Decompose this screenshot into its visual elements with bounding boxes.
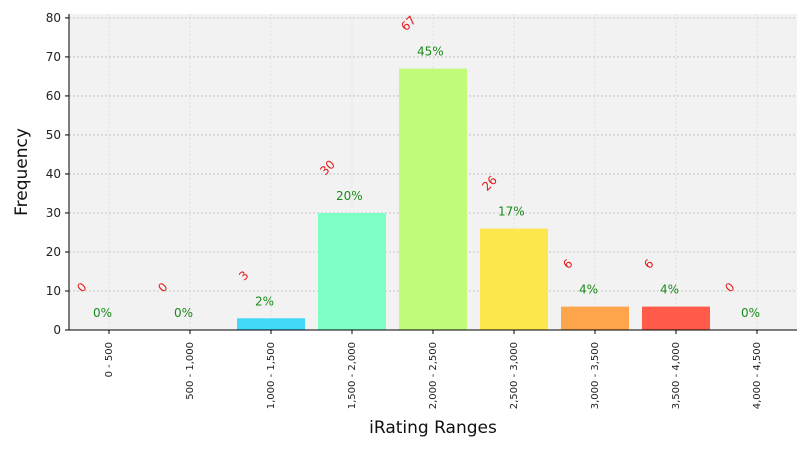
y-axis-title: Frequency — [12, 128, 32, 216]
x-tick-label: 2,500 - 3,000 — [509, 342, 520, 409]
percent-label: 4% — [579, 283, 598, 297]
percent-label: 2% — [255, 294, 274, 308]
bar — [642, 306, 710, 330]
y-tick-label: 80 — [46, 11, 61, 25]
y-tick-label: 40 — [46, 167, 61, 181]
x-tick-label: 3,500 - 4,000 — [671, 342, 682, 409]
percent-label: 0% — [741, 306, 760, 320]
y-ticks: 0 10 20 30 40 50 60 70 80 — [46, 11, 69, 337]
y-tick-label: 50 — [46, 128, 61, 142]
bar — [561, 306, 629, 330]
percent-label: 4% — [660, 283, 679, 297]
bar — [237, 318, 305, 330]
y-tick-label: 0 — [53, 323, 61, 337]
percent-label: 20% — [336, 189, 363, 203]
y-tick-label: 10 — [46, 284, 61, 298]
percent-label: 45% — [417, 45, 444, 59]
x-tick-label: 500 - 1,000 — [185, 342, 196, 400]
x-tick-label: 2,000 - 2,500 — [428, 342, 439, 409]
x-tick-label: 3,000 - 3,500 — [590, 342, 601, 409]
percent-label: 0% — [93, 306, 112, 320]
y-tick-label: 60 — [46, 89, 61, 103]
y-tick-label: 30 — [46, 206, 61, 220]
x-ticks: 0 - 500 500 - 1,000 1,000 - 1,500 1,500 - 2… — [104, 330, 763, 409]
bars — [237, 68, 710, 331]
percent-label: 17% — [498, 205, 525, 219]
x-tick-label: 1,500 - 2,000 — [347, 342, 358, 409]
y-tick-label: 20 — [46, 245, 61, 259]
x-tick-label: 1,000 - 1,500 — [266, 342, 277, 409]
bar — [318, 212, 386, 330]
x-axis-title: iRating Ranges — [369, 418, 497, 438]
percent-label: 0% — [174, 306, 193, 320]
x-tick-label: 0 - 500 — [104, 342, 115, 377]
y-tick-label: 70 — [46, 50, 61, 64]
x-tick-label: 4,000 - 4,500 — [752, 342, 763, 409]
bar — [399, 68, 467, 331]
bar — [480, 228, 548, 330]
